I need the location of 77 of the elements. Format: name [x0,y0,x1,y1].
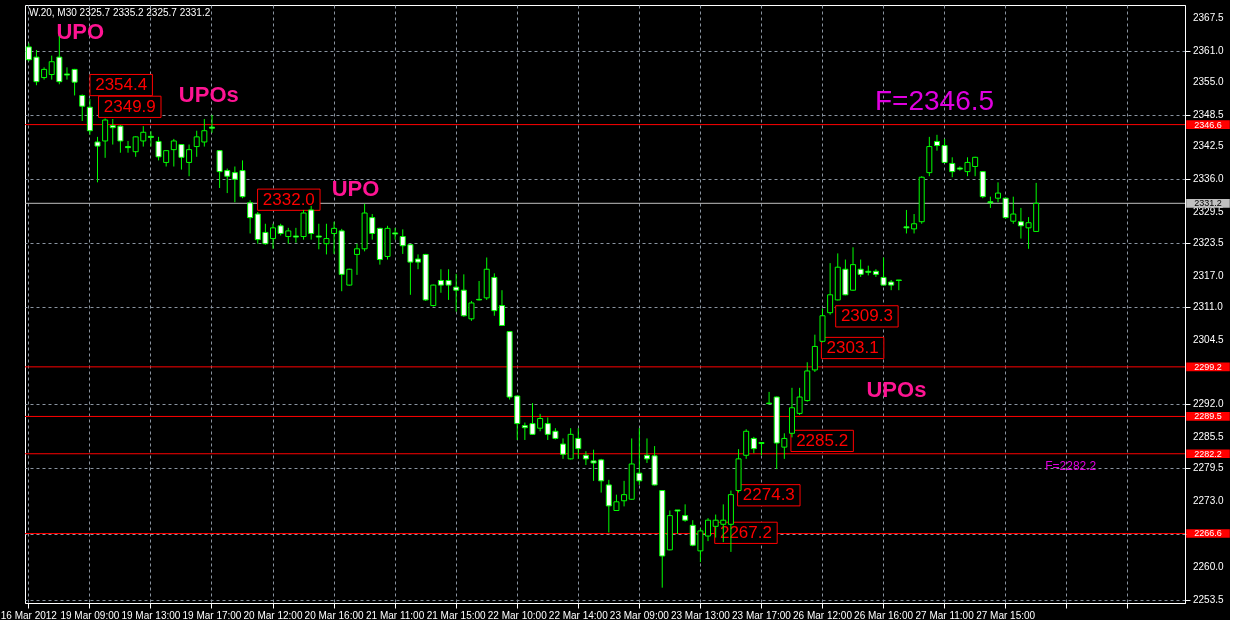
x-tick-label: 22 Mar 10:00 [487,609,548,621]
annotation: 2332.0 [262,189,315,209]
ref-line-label: 2266.6 [1194,528,1222,539]
ref-line-label: 2289.5 [1194,411,1222,422]
annotation: 2349.9 [103,96,156,116]
candlestick [476,280,483,301]
ref-line-label: 2282.2 [1194,448,1222,459]
candlestick [827,262,834,316]
x-tick-label: 23 Mar 13:00 [670,609,731,621]
candlestick [560,437,567,460]
x-tick-label: 26 Mar 12:00 [793,609,853,621]
candlestick [674,509,681,535]
x-tick-label: 20 Mar 16:00 [304,609,364,621]
candlestick [811,334,818,373]
y-tick-label: 2355.0 [1193,75,1225,87]
chart-title: W.20, M30 2325.7 2335.2 2325.7 2331.2 [29,7,211,18]
x-tick-label: 21 Mar 15:00 [426,609,487,621]
x-tick-label: 20 Mar 12:00 [243,609,303,621]
y-tick-label: 2253.5 [1193,594,1225,606]
ref-line-label: 2346.6 [1194,119,1222,130]
x-tick-label: 22 Mar 14:00 [548,609,609,621]
y-tick-label: 2273.0 [1193,494,1225,506]
annotation: UPO [331,175,380,201]
candlestick [79,93,86,122]
x-tick-label: 21 Mar 11:00 [366,609,425,621]
annotation: F=2346.5 [874,84,995,116]
x-tick-label: 19 Mar 17:00 [182,609,242,621]
candlestick [872,268,879,278]
y-tick-label: 2260.0 [1193,561,1225,573]
candlestick [125,140,132,154]
candlestick [895,279,902,291]
y-tick-label: 2279.5 [1193,461,1225,473]
x-tick-label: 16 Mar 2012 [0,609,58,621]
y-tick-label: 2304.5 [1193,333,1225,345]
x-tick-label: 19 Mar 09:00 [60,609,120,621]
y-tick-label: 2336.0 [1193,172,1225,184]
y-tick-label: 2317.0 [1193,269,1225,281]
annotation: UPO [56,18,105,44]
ref-line-label: 2331.2 [1194,198,1222,209]
candlestick [582,450,589,466]
x-tick-label: 23 Mar 17:00 [731,609,792,621]
candlestick [315,223,322,250]
x-tick-label: 27 Mar 15:00 [976,609,1036,621]
y-tick-label: 2311.0 [1193,300,1224,312]
candlestick [949,156,956,178]
candlestick [147,130,154,148]
candlestick [995,181,1002,203]
candlestick [331,221,338,255]
annotation: 2354.4 [95,75,148,95]
candlestick [453,273,460,313]
annotation: UPOs [178,81,239,107]
candlestick [498,289,505,327]
y-tick-label: 2342.5 [1193,139,1225,151]
annotation: UPOs [866,377,927,403]
y-tick-label: 2292.0 [1193,397,1225,409]
annotation: 2274.3 [742,485,795,505]
y-tick-label: 2285.5 [1193,430,1225,442]
candlestick [621,480,628,507]
x-tick-label: 27 Mar 11:00 [915,609,975,621]
candlestick [323,223,330,255]
x-tick-label: 26 Mar 16:00 [854,609,914,621]
annotation: 2303.1 [826,337,879,357]
ref-line-label: 2299.2 [1194,361,1222,372]
annotation: 2309.3 [840,306,893,326]
y-tick-label: 2361.0 [1193,45,1225,56]
annotation: F=2282.2 [1045,458,1097,473]
annotation: 2285.2 [796,430,849,450]
candlestick [208,114,215,134]
y-tick-label: 2367.5 [1193,11,1225,23]
x-tick-label: 19 Mar 13:00 [121,609,181,621]
candlestick [247,199,254,234]
x-tick-label: 23 Mar 09:00 [609,609,670,621]
y-tick-label: 2329.5 [1193,206,1225,217]
candlestick [86,98,93,136]
candlestick [682,503,689,523]
y-tick-label: 2348.5 [1193,108,1225,120]
y-tick-label: 2323.5 [1193,236,1225,248]
